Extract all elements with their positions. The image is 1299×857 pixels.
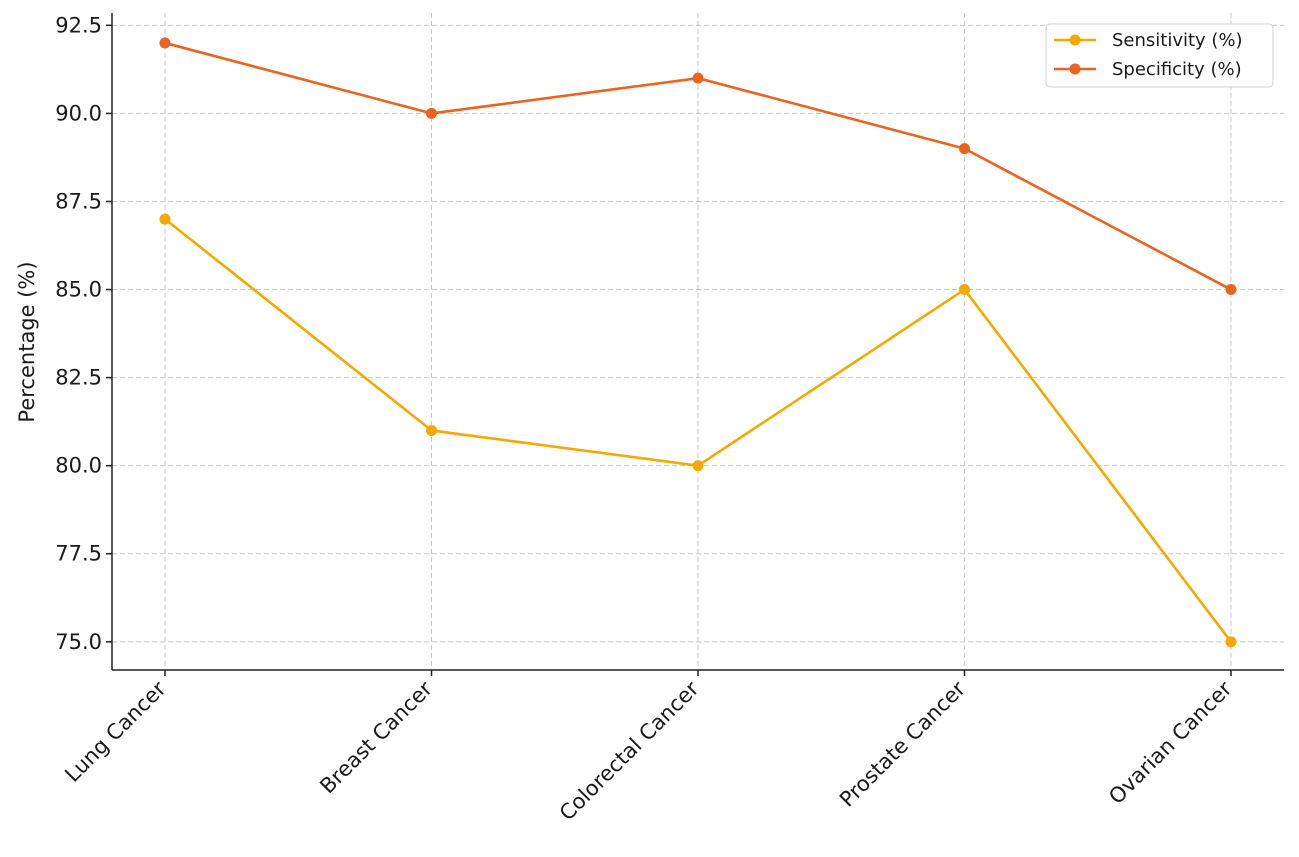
legend-item-2: Specificity (%) — [1054, 59, 1242, 80]
data-point — [426, 424, 437, 436]
legend-label: Sensitivity (%) — [1112, 30, 1243, 51]
data-point — [159, 37, 171, 49]
x-tick-label: Ovarian Cancer — [1104, 676, 1237, 809]
x-tick-label: Prostate Cancer — [835, 676, 970, 811]
x-tick-label: Breast Cancer — [315, 676, 437, 798]
series-1 — [159, 213, 1237, 648]
legend: Sensitivity (%) Specificity (%) — [1045, 23, 1274, 88]
data-point — [692, 460, 704, 472]
y-tick-label: 87.5 — [55, 189, 102, 213]
legend-label: Specificity (%) — [1112, 59, 1242, 80]
legend-item-1: Sensitivity (%) — [1054, 30, 1243, 51]
legend-marker — [1069, 63, 1081, 75]
y-tick-label: 92.5 — [55, 13, 102, 37]
data-point — [1225, 636, 1237, 648]
x-tick-label: Colorectal Cancer — [555, 676, 704, 825]
y-tick-label: 80.0 — [55, 454, 102, 478]
y-tick-label: 85.0 — [55, 278, 102, 302]
y-tick-label: 82.5 — [55, 366, 102, 390]
legend-box — [1045, 23, 1274, 88]
grid — [112, 13, 1284, 670]
y-tick-label: 90.0 — [55, 101, 102, 125]
data-point — [159, 213, 171, 225]
legend-marker — [1069, 34, 1081, 46]
y-axis-title: Percentage (%) — [15, 261, 39, 422]
data-point — [1225, 284, 1237, 296]
series-2 — [159, 37, 1237, 296]
data-point — [426, 107, 437, 119]
series-layer — [159, 37, 1237, 648]
data-point — [959, 284, 970, 296]
data-point — [959, 143, 970, 155]
y-tick-label: 75.0 — [55, 630, 102, 654]
x-tick-label: Lung Cancer — [60, 676, 170, 786]
data-point — [692, 72, 704, 84]
x-axis-ticks: Lung Cancer Breast Cancer Colorectal Cance… — [60, 670, 1237, 825]
y-axis-ticks: 75.0 77.5 80.0 82.5 85.0 87.5 90.0 92.5 — [55, 13, 112, 654]
y-tick-label: 77.5 — [55, 542, 102, 566]
